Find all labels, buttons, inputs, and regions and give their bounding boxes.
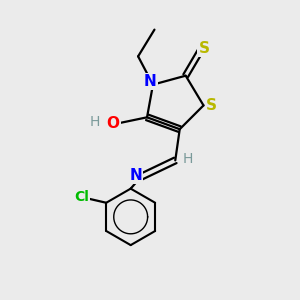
- Text: S: S: [199, 40, 210, 56]
- Text: H: H: [90, 116, 100, 129]
- Text: S: S: [206, 98, 217, 113]
- Text: O: O: [106, 116, 119, 131]
- Text: H: H: [183, 152, 193, 166]
- Text: N: N: [144, 74, 156, 89]
- Text: N: N: [129, 168, 142, 183]
- Text: Cl: Cl: [74, 190, 89, 204]
